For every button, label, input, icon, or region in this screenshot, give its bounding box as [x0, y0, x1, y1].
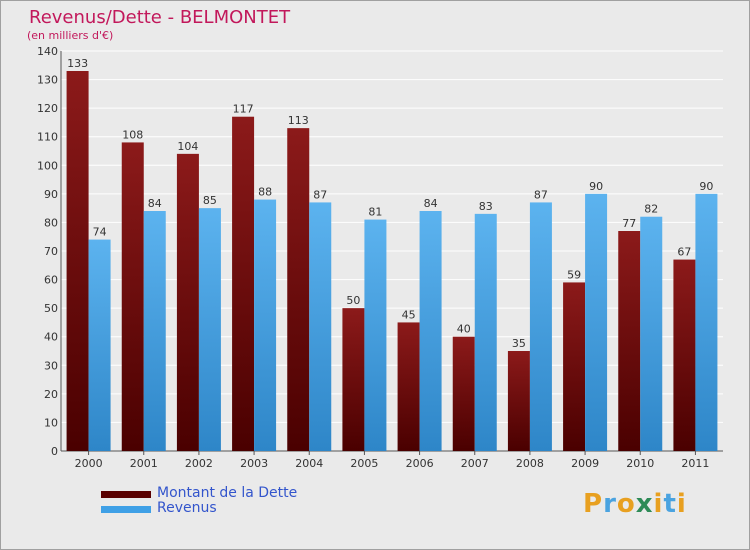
x-tick-label: 2007 [461, 457, 489, 470]
data-label: 90 [589, 180, 603, 193]
y-tick-label: 70 [44, 245, 58, 258]
bar-revenus [88, 239, 111, 451]
y-tick-label: 50 [44, 302, 58, 315]
x-tick-label: 2005 [350, 457, 378, 470]
logo-letter: o [616, 489, 636, 519]
bar-revenus [474, 213, 497, 451]
y-tick-label: 0 [51, 445, 58, 458]
bar-dette [563, 282, 586, 451]
x-tick-label: 2000 [75, 457, 103, 470]
bar-dette [507, 351, 530, 451]
bar-revenus [143, 211, 166, 451]
y-tick-label: 30 [44, 359, 58, 372]
chart-title: Revenus/Dette - BELMONTET [29, 7, 291, 28]
data-label: 87 [534, 188, 548, 201]
data-label: 82 [644, 203, 658, 216]
legend-label-revenus: Revenus [157, 500, 217, 516]
logo-letter: x [635, 489, 654, 519]
y-tick-label: 10 [44, 416, 58, 429]
data-label: 85 [203, 194, 217, 207]
data-label: 88 [258, 186, 272, 199]
x-tick-label: 2002 [185, 457, 213, 470]
bar-revenus [585, 193, 608, 451]
legend-swatch-dette [101, 491, 151, 498]
y-tick-label: 120 [37, 102, 58, 115]
x-tick-label: 2011 [681, 457, 709, 470]
x-tick-label: 2008 [516, 457, 544, 470]
data-label: 45 [402, 308, 416, 321]
x-tick-label: 2010 [626, 457, 654, 470]
x-tick-label: 2006 [406, 457, 434, 470]
data-label: 35 [512, 337, 526, 350]
data-label: 77 [622, 217, 636, 230]
bar-dette [342, 308, 365, 451]
bar-revenus [309, 202, 332, 451]
data-label: 104 [177, 140, 198, 153]
x-tick-label: 2001 [130, 457, 158, 470]
y-tick-label: 110 [37, 131, 58, 144]
data-label: 84 [424, 197, 438, 210]
bar-revenus [364, 219, 387, 451]
data-label: 117 [233, 103, 254, 116]
data-label: 87 [313, 188, 327, 201]
y-tick-label: 140 [37, 45, 58, 58]
x-tick-label: 2009 [571, 457, 599, 470]
y-tick-label: 40 [44, 331, 58, 344]
x-tick-label: 2004 [295, 457, 323, 470]
data-label: 59 [567, 268, 581, 281]
logo-letter: P [583, 489, 604, 519]
legend-label-dette: Montant de la Dette [157, 485, 298, 501]
data-label: 81 [368, 206, 382, 219]
y-tick-label: 130 [37, 74, 58, 87]
data-label: 133 [67, 57, 88, 70]
logo-letter: i [676, 489, 687, 519]
bar-dette [673, 259, 696, 451]
data-label: 83 [479, 200, 493, 213]
bar-dette [618, 231, 641, 451]
bar-dette [176, 153, 199, 451]
chart-subtitle: (en milliers d'€) [27, 29, 114, 42]
data-label: 90 [699, 180, 713, 193]
data-label: 113 [288, 114, 309, 127]
logo-letter: t [663, 489, 677, 519]
y-tick-label: 60 [44, 274, 58, 287]
data-label: 40 [457, 323, 471, 336]
proxiti-logo: Proxiti [583, 489, 687, 519]
bar-dette [66, 71, 89, 451]
logo-letter: i [653, 489, 664, 519]
bar-dette [287, 128, 310, 451]
y-tick-label: 90 [44, 188, 58, 201]
bar-revenus [419, 211, 442, 451]
bar-dette [397, 322, 420, 451]
bar-dette [232, 116, 255, 451]
logo-letter: r [603, 489, 617, 519]
bar-revenus [254, 199, 277, 451]
bar-dette [452, 336, 475, 451]
data-label: 67 [677, 246, 691, 259]
data-label: 108 [122, 128, 143, 141]
bar-revenus [198, 208, 221, 451]
x-tick-label: 2003 [240, 457, 268, 470]
bar-dette [121, 142, 144, 451]
y-tick-label: 100 [37, 159, 58, 172]
bar-revenus [529, 202, 552, 451]
legend-swatch-revenus [101, 506, 151, 513]
bar-revenus [640, 216, 663, 451]
data-label: 74 [93, 226, 107, 239]
y-tick-label: 20 [44, 388, 58, 401]
bar-revenus [695, 193, 718, 451]
data-label: 50 [346, 294, 360, 307]
data-label: 84 [148, 197, 162, 210]
y-tick-label: 80 [44, 216, 58, 229]
